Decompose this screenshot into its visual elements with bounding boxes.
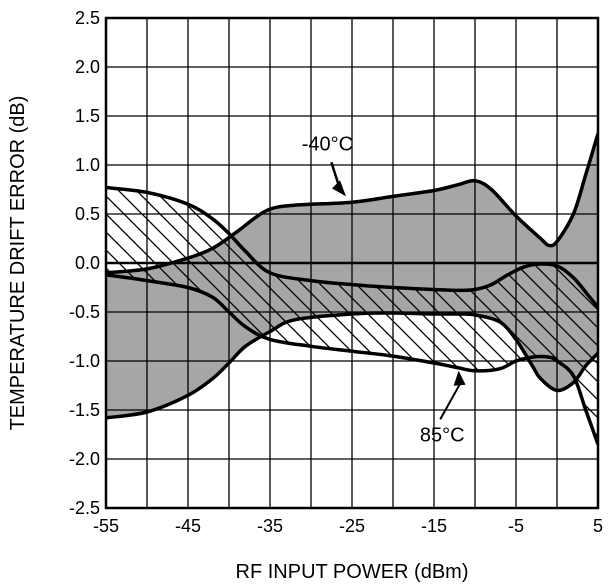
series-curve-1-lower [106,273,598,445]
x-axis-title: RF INPUT POWER (dBm) [236,561,469,583]
x-tick-label: -15 [421,516,447,536]
y-tick-label: -2.0 [69,449,100,469]
annotation-label-85: 85°C [420,424,465,446]
y-axis-title: TEMPERATURE DRIFT ERROR (dB) [7,96,29,431]
annotation-minus40: -40°C [302,133,353,197]
y-tick-labels: 2.5 2.0 1.5 1.0 0.5 0.0 -0.5 -1.0 -1.5 -2.0 -2.5 [69,8,100,518]
plot-frame [104,16,600,510]
x-tick-label: -35 [257,516,283,536]
x-tick-labels: -55 -45 -35 -25 -15 -5 5 [93,516,603,536]
y-tick-label: 1.0 [75,155,100,175]
y-tick-label: -1.0 [69,351,100,371]
annotation-arrowhead-minus40 [332,180,346,197]
x-tick-label: -45 [175,516,201,536]
grid-lines [106,18,598,508]
series-curve-0-upper [106,133,598,275]
y-tick-label: -0.5 [69,302,100,322]
series-curve-0-lower [106,311,598,420]
annotation-label-minus40: -40°C [302,133,353,155]
series-curves [106,133,598,445]
y-tick-label: 2.5 [75,8,100,28]
x-tick-label: -25 [339,516,365,536]
y-tick-label: 2.0 [75,57,100,77]
y-tick-label: -1.5 [69,400,100,420]
annotation-arrow-85 [439,382,462,420]
x-tick-label: -55 [93,516,119,536]
y-tick-label: 0.0 [75,253,100,273]
y-tick-label: 0.5 [75,204,100,224]
x-tick-label: -5 [508,516,524,536]
y-tick-label: -2.5 [69,498,100,518]
y-tick-label: 1.5 [75,106,100,126]
annotation-arrowhead-85 [453,370,466,386]
series-curve-1-upper [106,185,598,309]
annotation-85: 85°C [420,370,466,446]
x-tick-label: 5 [593,516,603,536]
